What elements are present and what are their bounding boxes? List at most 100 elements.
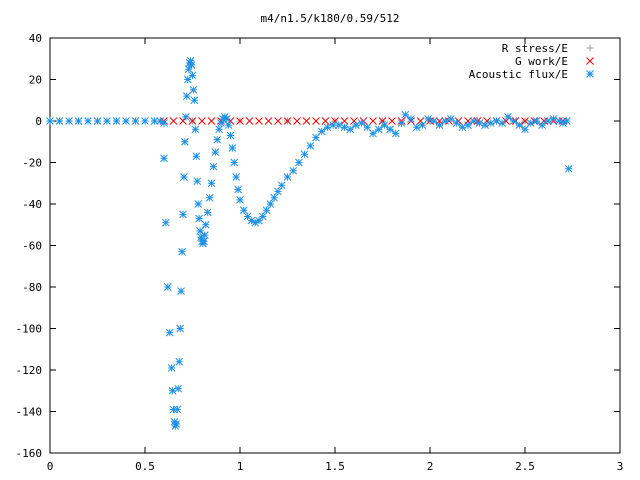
data-point — [234, 185, 242, 194]
y-tick-label: -60 — [22, 240, 42, 253]
data-point — [435, 121, 444, 130]
y-tick-label: 40 — [29, 32, 42, 45]
x-tick-label: 0.5 — [135, 460, 155, 473]
data-point — [201, 220, 210, 229]
data-point — [289, 166, 298, 175]
data-point — [182, 92, 191, 100]
data-point — [447, 115, 455, 123]
data-point — [515, 121, 524, 130]
data-point — [407, 115, 415, 123]
data-point — [232, 173, 241, 181]
data-point — [188, 117, 197, 125]
y-tick-label: -100 — [16, 323, 43, 336]
data-point — [195, 214, 204, 223]
data-point — [386, 125, 394, 134]
data-point — [200, 237, 208, 246]
data-point — [189, 86, 198, 94]
data-point — [236, 117, 244, 125]
data-point — [160, 119, 168, 127]
data-point — [274, 117, 282, 125]
data-point — [264, 117, 273, 125]
data-point — [369, 129, 377, 138]
data-point — [418, 121, 427, 130]
data-point — [198, 117, 206, 125]
data-point — [207, 179, 216, 188]
data-point — [504, 112, 512, 121]
data-point — [312, 117, 320, 125]
data-point — [180, 173, 188, 181]
data-point — [177, 287, 185, 296]
data-point — [191, 125, 200, 134]
legend-label: R stress/E — [502, 42, 568, 55]
data-point — [340, 117, 349, 125]
data-marks — [46, 56, 573, 430]
data-point — [236, 195, 244, 204]
plot-frame — [49, 37, 621, 454]
data-point — [184, 65, 193, 73]
data-point — [211, 148, 220, 156]
legend-marker — [586, 44, 594, 52]
chart-title: m4/n1.5/k180/0.59/512 — [260, 12, 399, 25]
legend-marker — [586, 57, 594, 65]
data-point — [317, 127, 326, 136]
data-point — [293, 117, 301, 125]
x-tick-label: 1 — [237, 460, 244, 473]
data-point — [239, 206, 248, 215]
data-point — [374, 125, 383, 134]
data-point — [306, 142, 315, 150]
y-tick-label: -40 — [22, 198, 42, 211]
legend-label: G work/E — [515, 55, 568, 68]
data-point — [464, 121, 472, 130]
data-point — [283, 173, 292, 181]
data-point — [192, 152, 201, 161]
data-point — [509, 117, 518, 125]
data-point — [174, 384, 183, 393]
data-point — [175, 357, 184, 366]
data-point — [401, 110, 410, 119]
data-point — [562, 117, 571, 125]
data-point — [321, 117, 330, 125]
data-point — [193, 177, 202, 186]
data-point — [228, 144, 237, 152]
x-tick-label: 1.5 — [325, 460, 345, 473]
data-point — [397, 119, 406, 127]
x-tick-label: 2 — [427, 460, 434, 473]
x-tick-label: 2.5 — [515, 460, 535, 473]
data-point — [178, 247, 186, 256]
data-point — [245, 117, 254, 125]
data-point — [74, 117, 83, 125]
data-point — [312, 133, 320, 142]
data-point — [388, 117, 396, 125]
data-point — [222, 115, 231, 123]
data-point — [207, 117, 216, 125]
data-point — [283, 117, 292, 125]
data-point — [131, 117, 140, 125]
data-point — [380, 121, 389, 130]
data-point — [203, 208, 212, 217]
data-point — [270, 193, 279, 202]
data-point — [532, 117, 541, 125]
data-point — [255, 117, 263, 125]
data-point — [295, 158, 303, 167]
data-point — [262, 206, 271, 215]
data-point — [369, 117, 377, 125]
legend-label: Acoustic flux/E — [469, 68, 568, 81]
y-tick-label: -140 — [16, 406, 43, 419]
data-point — [55, 117, 64, 125]
data-point — [179, 117, 187, 125]
data-point — [173, 405, 182, 414]
data-point — [190, 96, 199, 105]
data-point — [302, 117, 311, 125]
data-point — [179, 210, 187, 219]
data-point — [84, 117, 92, 125]
y-tick-label: 20 — [29, 74, 42, 87]
x-tick-label: 3 — [617, 460, 624, 473]
y-tick-label: -160 — [16, 447, 43, 460]
data-point — [181, 137, 189, 146]
data-point — [169, 117, 178, 125]
data-point — [167, 364, 176, 372]
data-point — [498, 119, 507, 127]
data-point — [564, 164, 573, 173]
